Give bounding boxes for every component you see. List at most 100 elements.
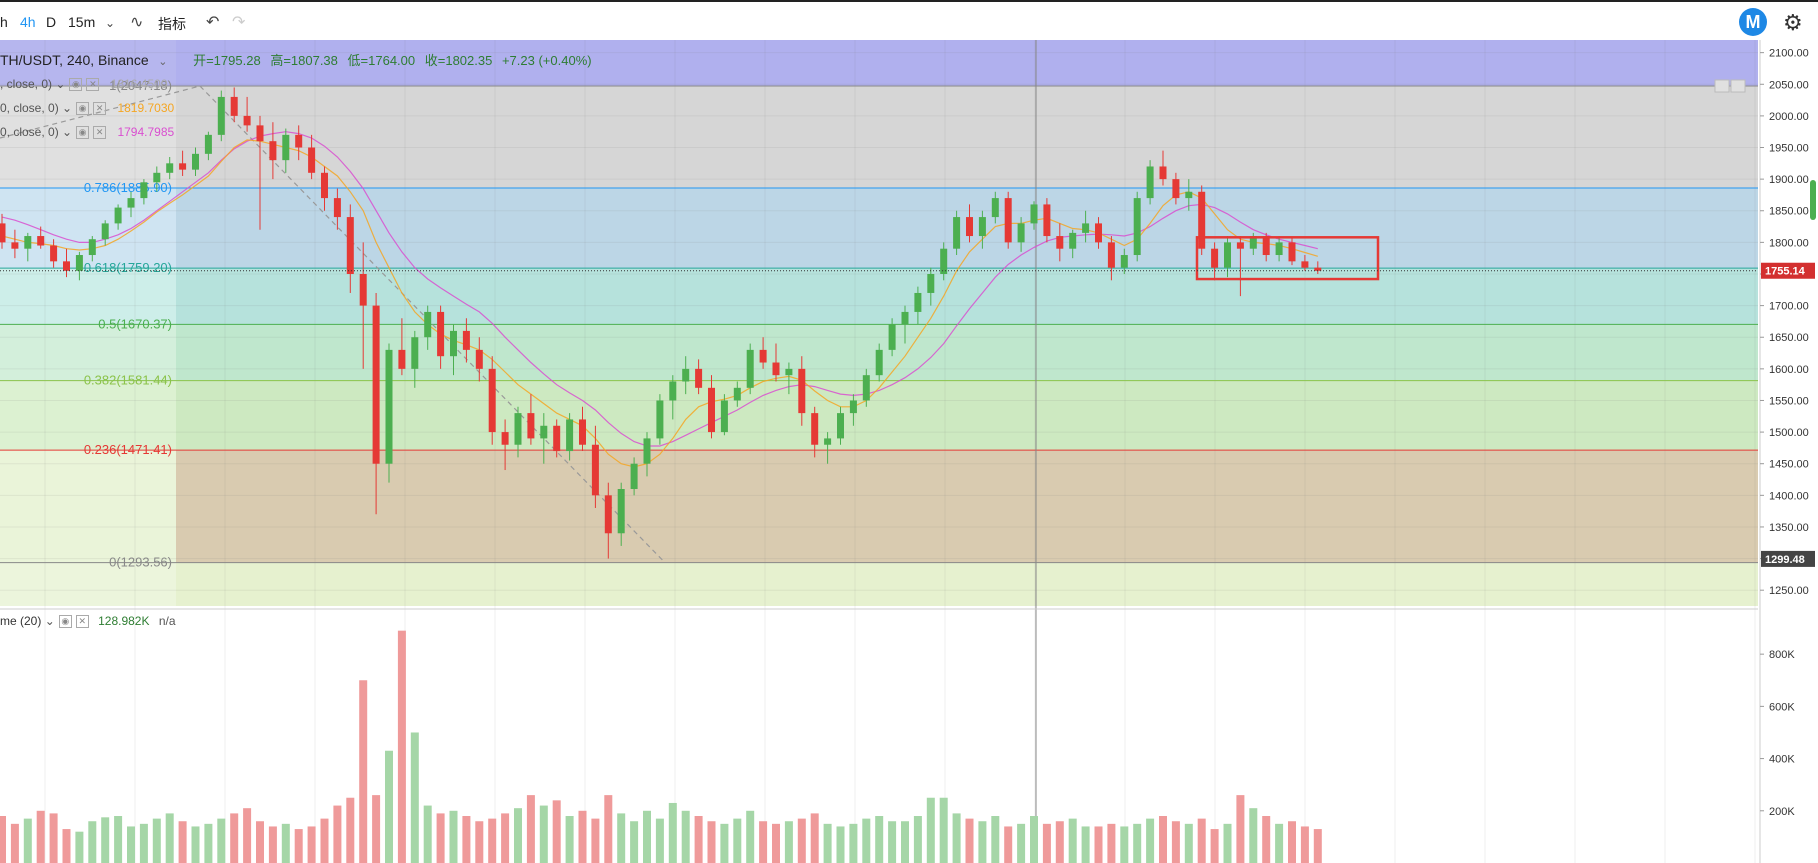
interval-1h[interactable]: h [0,14,8,30]
candle-body [101,223,109,240]
candle-body [462,330,470,350]
volume-bar [681,810,690,863]
candle-body [798,368,806,414]
candle-body [295,134,303,148]
brand-logo[interactable]: M [1739,8,1767,36]
volume-bar [462,816,471,863]
indicator-icon[interactable]: ∿ [130,14,144,31]
volume-bar [694,816,703,863]
candle-body [1146,166,1154,199]
candle-body [978,217,986,237]
candle-body [475,349,483,369]
volume-bar [875,816,884,863]
candle-body [230,96,238,116]
indicator-button[interactable]: 指标 [158,16,186,32]
volume-bar [488,818,497,863]
candle-body [1198,191,1206,249]
close-icon[interactable]: ✕ [86,78,100,92]
candle-body [1185,191,1193,199]
eye-icon[interactable]: ◉ [58,615,72,629]
volume-legend[interactable]: me (20) ⌄ ◉ ✕ 128.982K n/a [0,614,176,629]
close-value: 收=1802.35 [424,53,493,68]
volume-bar [733,818,742,863]
candle-body [153,172,161,183]
candle-body [1159,166,1167,180]
indicator-label: 0, close, 0) [0,101,59,115]
volume-bar [630,821,639,863]
candle-body [424,311,432,338]
fib-label: 0.236(1471.41) [84,442,172,457]
chevron-down-icon[interactable]: ⌄ [55,77,66,91]
scroll-down-button [1714,79,1730,93]
indicator-row-2[interactable]: 0, close, 0) ⌄ ◉ ✕ 1819.7030 [0,101,174,116]
volume-bar [281,823,290,863]
close-icon[interactable]: ✕ [75,615,89,629]
volume-bar [565,816,574,863]
redo-icon[interactable]: ↷ [232,14,246,31]
volume-bar [230,813,239,863]
volume-bar [888,821,897,863]
volume-bar [1133,823,1142,863]
volume-bar [501,813,510,863]
candle-body [746,349,754,388]
indicator-value: 1794.7985 [117,125,175,139]
volume-bar [1107,823,1116,863]
symbol-label[interactable]: TH/USDT, 240, Binance [0,52,149,68]
volume-bar [1030,816,1038,863]
eye-icon[interactable]: ◉ [69,78,83,92]
volume-bar [152,818,161,863]
candle-body [1056,236,1064,249]
close-icon[interactable]: ✕ [93,126,107,140]
volume-bar [307,826,316,863]
fib-zone-left [0,324,176,381]
candle-body [321,172,328,199]
chevron-down-icon[interactable]: ⌄ [62,125,73,139]
volume-bar [49,813,58,863]
scroll-up-button [1730,79,1746,93]
chevron-down-icon[interactable]: ⌄ [158,56,168,68]
candlestick-chart[interactable]: 1(2047.18) 0.786(1885.90) 0.618(1759.20) 0.… [0,40,1818,863]
chevron-down-icon[interactable]: ⌄ [62,101,73,115]
candle-body [1172,179,1180,199]
price-axis-bg [1760,40,1818,863]
chevron-down-icon[interactable]: ⌄ [44,614,55,628]
candle-body [333,198,341,218]
chevron-down-icon[interactable]: ⌄ [105,16,116,30]
eye-icon[interactable]: ◉ [76,126,90,140]
marker-price-label: 1299.48 [1765,554,1805,566]
candle-body [1030,204,1038,224]
candle-body [1120,255,1128,268]
volume-bar [1210,829,1219,863]
volume-bar [1300,826,1309,863]
indicator-row-1[interactable]: , close, 0) ⌄ ◉ ✕ 1816.4500 [0,77,168,92]
candle-body [695,368,703,388]
candle-body [140,182,148,199]
volume-bar [372,795,381,863]
candle-body [488,368,496,433]
ohlc-legend: TH/USDT, 240, Binance ⌄ 开=1795.28 高=1807… [0,50,598,69]
candle-body [888,324,896,350]
interval-1d[interactable]: D [46,14,57,30]
interval-4h[interactable]: 4h [20,14,36,30]
candle-body [617,489,625,534]
volume-bar [643,810,651,863]
close-icon[interactable]: ✕ [93,102,107,116]
candle-body [772,362,780,376]
interval-15m[interactable]: 15m [68,14,96,30]
volume-bar [1042,823,1051,863]
undo-icon[interactable]: ↶ [206,14,220,31]
volume-bar [1120,826,1129,863]
candle-body [1107,242,1115,268]
candle-body [179,163,187,170]
eye-icon[interactable]: ◉ [76,102,90,116]
volume-bar [655,818,664,863]
candle-body [527,413,535,439]
candle-body [127,198,135,208]
volume-bar [397,630,406,863]
indicator-row-3[interactable]: 0, close, 0) ⌄ ◉ ✕ 1794.7985 [0,125,175,140]
candle-body [385,349,393,464]
low-value: 低=1764.00 [347,53,416,68]
candle-body [940,248,948,274]
candle-body [643,438,651,464]
gear-icon[interactable]: ⚙ [1783,10,1803,35]
